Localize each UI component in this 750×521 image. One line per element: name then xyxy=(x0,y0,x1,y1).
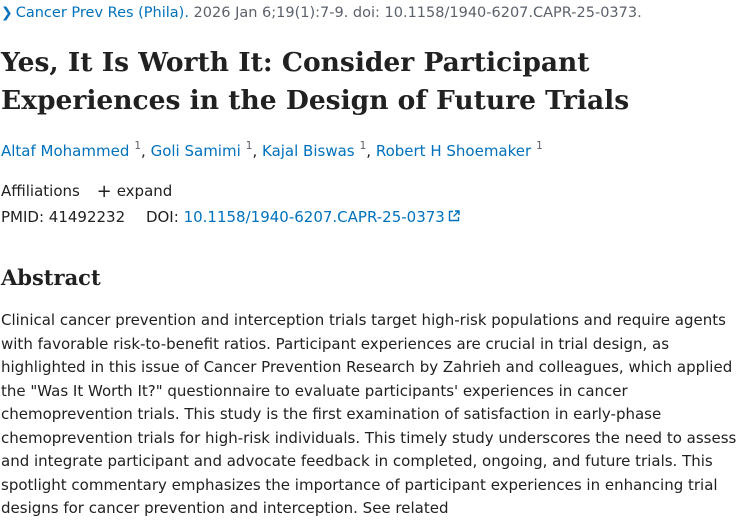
affiliations-label: Affiliations xyxy=(1,182,80,200)
chevron-right-icon[interactable]: ❯ xyxy=(1,5,13,21)
citation-details: 2026 Jan 6;19(1):7-9. doi: 10.1158/1940-… xyxy=(188,5,642,21)
affiliation-number[interactable]: 1 xyxy=(245,140,253,152)
external-link-icon[interactable] xyxy=(448,208,460,226)
expand-label: expand xyxy=(116,182,173,200)
author-link[interactable]: Goli Samimi xyxy=(150,142,241,160)
author-link[interactable]: Altaf Mohammed xyxy=(1,142,130,160)
pmid-value: 41492232 xyxy=(48,208,126,226)
affiliation-number[interactable]: 1 xyxy=(134,140,142,152)
citation-line: ❯ Cancer Prev Res (Phila). 2026 Jan 6;19(… xyxy=(1,5,642,21)
identifiers: PMID: 41492232 DOI: 10.1158/1940-6207.CA… xyxy=(1,208,460,227)
affiliations-toggle[interactable]: Affiliations + expand xyxy=(1,180,173,202)
plus-icon: + xyxy=(96,181,112,202)
author-list: Altaf Mohammed 1, Goli Samimi 1, Kajal Bis… xyxy=(1,140,543,160)
expand-button[interactable]: + expand xyxy=(96,181,173,202)
doi-link[interactable]: 10.1158/1940-6207.CAPR-25-0373 xyxy=(183,208,445,226)
affiliation-number[interactable]: 1 xyxy=(359,140,367,152)
author-link[interactable]: Robert H Shoemaker xyxy=(375,142,532,160)
doi-label: DOI: xyxy=(145,208,179,226)
author-link[interactable]: Kajal Biswas xyxy=(262,142,355,160)
pmid-label: PMID: xyxy=(1,208,45,226)
article-title: Yes, It Is Worth It: Consider Participan… xyxy=(1,47,630,116)
journal-link[interactable]: Cancer Prev Res (Phila). xyxy=(15,5,189,21)
affiliation-number[interactable]: 1 xyxy=(536,140,543,152)
abstract-text: Clinical cancer prevention and intercept… xyxy=(1,311,737,517)
abstract-heading: Abstract xyxy=(1,265,101,290)
